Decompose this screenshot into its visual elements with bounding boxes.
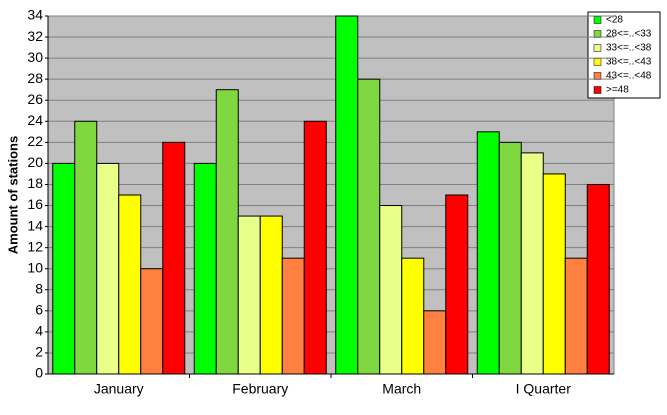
y-tick-label: 8	[35, 280, 43, 296]
bar	[335, 15, 359, 375]
bar	[423, 310, 447, 375]
y-tick-label: 18	[27, 175, 43, 191]
bar	[162, 141, 186, 375]
y-tick-label: 32	[27, 28, 43, 44]
bar	[140, 268, 164, 375]
legend-swatch	[593, 72, 602, 80]
bar	[401, 257, 425, 375]
bar	[193, 162, 217, 375]
y-tick-label: 4	[35, 323, 43, 339]
bar	[564, 257, 588, 375]
legend-swatch	[593, 30, 602, 38]
legend-label: 43<=..<48	[606, 71, 652, 82]
bar	[74, 120, 98, 375]
y-tick-label: 0	[35, 365, 43, 381]
y-tick-label: 26	[27, 91, 43, 107]
bar	[586, 183, 610, 375]
x-tick-label: January	[94, 381, 144, 397]
y-tick-label: 16	[27, 196, 43, 212]
bar	[96, 162, 120, 375]
bar	[542, 173, 566, 375]
x-tick-label: I Quarter	[516, 381, 572, 397]
bar	[259, 215, 283, 375]
y-tick-label: 28	[27, 70, 43, 86]
legend-label: 28<=..<33	[606, 29, 652, 40]
bar	[520, 152, 544, 375]
y-tick-label: 12	[27, 238, 43, 254]
y-tick-label: 6	[35, 302, 43, 318]
y-tick-label: 10	[27, 259, 43, 275]
y-tick-label: 24	[27, 112, 43, 128]
bar	[303, 120, 327, 375]
bar	[379, 205, 403, 375]
y-axis-label: Amount of stations	[5, 136, 20, 254]
bar	[357, 78, 381, 375]
bar	[215, 89, 239, 375]
legend-label: 38<=..<43	[606, 57, 652, 68]
bar	[476, 131, 500, 375]
legend-swatch	[593, 44, 602, 52]
bar	[237, 215, 261, 375]
bar	[281, 257, 305, 375]
y-tick-label: 22	[27, 133, 43, 149]
legend-swatch	[593, 58, 602, 66]
legend-label: >=48	[606, 85, 629, 96]
legend-swatch	[593, 86, 602, 94]
y-tick-label: 34	[27, 7, 43, 23]
legend-box	[587, 11, 661, 99]
legend: <28 28<=..<33 33<=..<38 38<=..<43 43<=..<48 >…	[587, 11, 661, 99]
y-tick-label: 14	[27, 217, 43, 233]
bar	[118, 194, 142, 375]
y-tick-label: 30	[27, 49, 43, 65]
x-tick-label: March	[382, 381, 421, 397]
legend-label: <28	[606, 15, 623, 26]
bar	[445, 194, 469, 375]
y-tick-label: 2	[35, 344, 43, 360]
bar	[498, 141, 522, 375]
x-tick-label: February	[232, 381, 288, 397]
y-tick-label: 20	[27, 154, 43, 170]
legend-swatch	[593, 16, 602, 24]
legend-label: 33<=..<38	[606, 43, 652, 54]
bar	[52, 162, 76, 375]
